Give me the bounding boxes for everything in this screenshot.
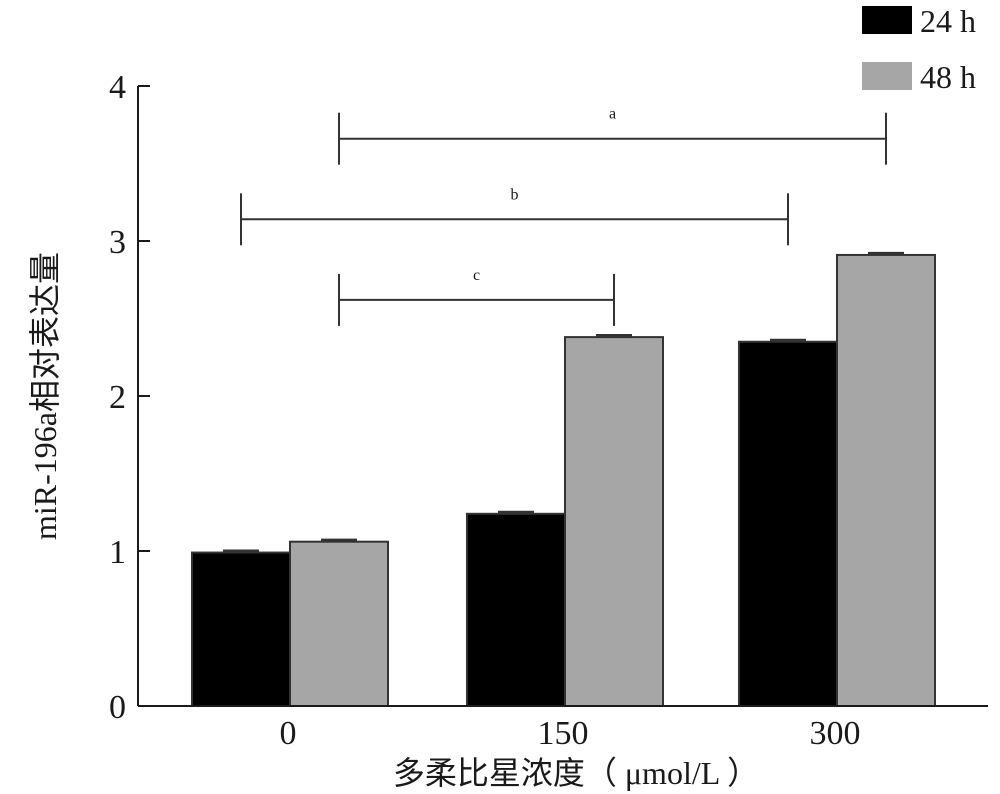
legend-swatch — [862, 62, 912, 90]
y-axis-title: miR-196a相对表达量 — [27, 252, 63, 540]
significance-label: a — [609, 106, 616, 123]
legend: 24 h 48 h — [862, 3, 976, 95]
bar — [564, 336, 664, 707]
x-tick-label: 300 — [810, 715, 861, 752]
bar — [289, 540, 389, 708]
bar — [466, 512, 566, 707]
significance-label: b — [511, 186, 519, 203]
y-tick-label: 0 — [109, 689, 126, 726]
x-tick-label: 150 — [538, 715, 589, 752]
bar — [738, 340, 838, 707]
significance-brackets: a b c — [240, 106, 887, 326]
bar — [836, 253, 936, 707]
y-ticks: 0 1 2 3 4 — [109, 69, 150, 726]
legend-label: 24 h — [920, 3, 976, 39]
legend-label: 48 h — [920, 59, 976, 95]
plot-area — [191, 251, 936, 708]
bar — [191, 551, 291, 707]
significance-label: c — [473, 267, 480, 284]
y-tick-label: 2 — [109, 379, 126, 416]
y-tick-label: 4 — [109, 69, 126, 106]
y-tick-label: 1 — [109, 534, 126, 571]
x-tick-labels: 0 150 300 — [280, 715, 861, 752]
x-tick-label: 0 — [280, 715, 297, 752]
legend-swatch — [862, 6, 912, 34]
x-axis-title: 多柔比星浓度（ μmol/L ） — [393, 755, 759, 791]
y-tick-label: 3 — [109, 224, 126, 261]
